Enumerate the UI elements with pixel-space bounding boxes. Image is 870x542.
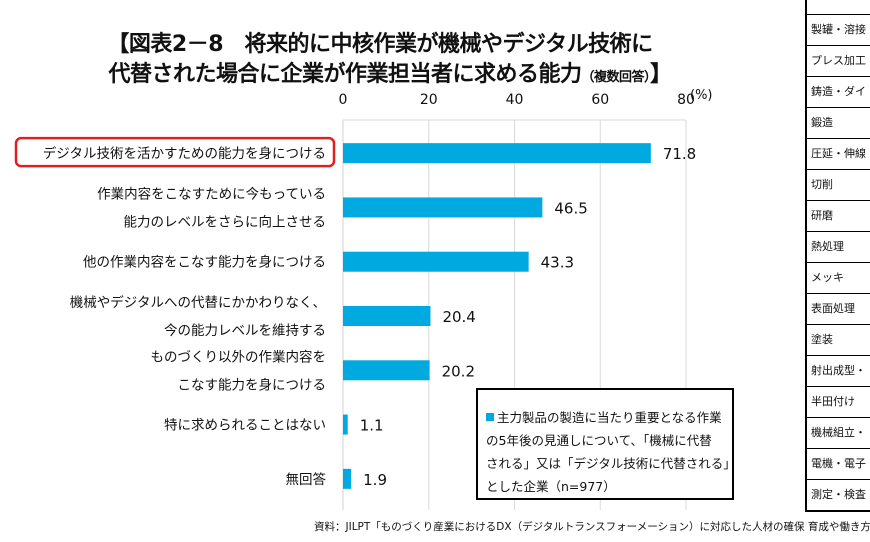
side-table-row: 機械組立・	[807, 417, 870, 448]
category-label: 能力のレベルをさらに向上させる	[124, 214, 327, 230]
category-label: 他の作業内容をこなす能力を身につける	[83, 254, 326, 271]
side-table-row: 熱処理	[807, 231, 870, 262]
side-table: 製罐・溶接 プレス加工 鋳造・ダイ 鍛造 圧延・伸線 切削 研磨 熱処理 メッキ 表面処理 塗装 射出…	[805, 0, 870, 512]
side-table-header	[807, 0, 870, 14]
legend-line: の5年後の見通しについて、「機械に代替	[486, 433, 712, 448]
side-table-row: 射出成型・	[807, 355, 870, 386]
value-label: 20.2	[442, 362, 475, 380]
category-label: 今の能力レベルを維持する	[164, 323, 326, 339]
side-table-row: メッキ	[807, 262, 870, 293]
side-table-row: 製罐・溶接	[807, 14, 870, 45]
bar	[343, 306, 431, 326]
bar	[343, 414, 348, 435]
value-label: 43.3	[541, 254, 574, 272]
x-tick-label: 0	[339, 92, 348, 108]
x-unit-label: (%)	[690, 88, 713, 103]
legend-line: とした企業（n=977）	[486, 479, 616, 494]
x-tick-label: 20	[420, 92, 438, 108]
legend-box: 主力製品の製造に当たり重要となる作業 の5年後の見通しについて、「機械に代替 さ…	[476, 388, 736, 500]
bar	[343, 468, 352, 489]
x-tick-label: 60	[591, 92, 609, 108]
side-table-row: 半田付け	[807, 386, 870, 417]
chart-title-main: 代替された場合に企業が作業担当者に求める能力	[108, 62, 582, 87]
side-table-row: 鍛造	[807, 107, 870, 138]
side-table-row: 測定・検査	[807, 479, 870, 510]
chart-title-line2: 代替された場合に企業が作業担当者に求める能力（複数回答）】	[0, 56, 790, 88]
bar	[343, 360, 430, 381]
legend-line: 主力製品の製造に当たり重要となる作業	[486, 406, 728, 429]
category-label: 作業内容をこなすために今もっている	[97, 185, 326, 202]
category-label: デジタル技術を活かすための能力を身につける	[43, 145, 326, 162]
side-table-row: 電機・電子	[807, 448, 870, 479]
value-label: 1.1	[360, 417, 384, 435]
x-tick-label: 40	[506, 92, 524, 108]
category-label: 特に求められることはない	[164, 418, 326, 434]
side-table-row: 鋳造・ダイ	[807, 76, 870, 107]
category-label: 無回答	[286, 471, 327, 488]
bar-chart: 0 20 40 60 80(%) 71.8 デジタル技術を活かすための能力を身につける 46.…	[14, 88, 713, 510]
source-note: 資料：JILPT「ものづくり産業におけるDX（デジタルトランスフォーメーション）…	[314, 521, 870, 533]
chart-title-note: （複数回答）	[581, 70, 650, 85]
legend-text: 主力製品の製造に当たり重要となる作業	[497, 410, 722, 425]
side-table-row: 研磨	[807, 200, 870, 231]
side-table-row: 表面処理	[807, 293, 870, 324]
legend-line: される」又は「デジタル技術に代替される」	[486, 456, 736, 471]
bar	[343, 143, 651, 164]
legend-swatch	[486, 413, 494, 421]
value-label: 20.4	[442, 308, 475, 326]
highlight-box	[14, 136, 336, 168]
category-label: ものづくり以外の作業内容を	[151, 348, 327, 365]
bar	[343, 197, 543, 218]
bar	[343, 251, 529, 272]
value-label: 71.8	[663, 145, 696, 163]
chart-title-line1: 【図表2－8 将来的に中核作業が機械やデジタル技術に	[107, 32, 653, 57]
value-label: 46.5	[554, 199, 587, 217]
category-label: こなす能力を身につける	[178, 377, 327, 393]
side-table-row: 塗装	[807, 324, 870, 355]
side-table-row: プレス加工	[807, 45, 870, 76]
x-tick-label: 80	[677, 92, 695, 108]
side-table-row: 切削	[807, 169, 870, 200]
category-label: 機械やデジタルへの代替にかかわりなく、	[70, 294, 326, 311]
side-table-row: 圧延・伸線	[807, 138, 870, 169]
chart-title-bracket: 】	[650, 62, 672, 87]
value-label: 1.9	[363, 471, 387, 489]
